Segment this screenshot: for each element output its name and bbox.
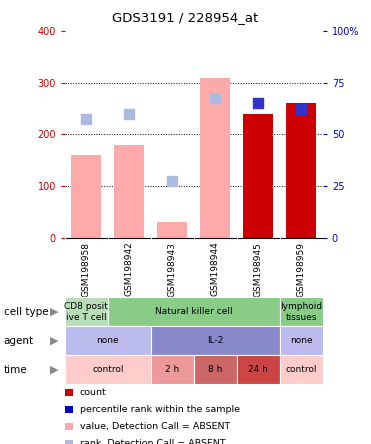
Text: GSM198958: GSM198958: [82, 242, 91, 297]
Point: [83, 115, 89, 123]
Text: value, Detection Call = ABSENT: value, Detection Call = ABSENT: [80, 422, 230, 431]
Text: rank, Detection Call = ABSENT: rank, Detection Call = ABSENT: [80, 439, 226, 444]
Text: time: time: [4, 365, 27, 375]
Text: ▶: ▶: [50, 336, 58, 346]
Text: GSM198943: GSM198943: [168, 242, 177, 297]
Text: GSM198959: GSM198959: [297, 242, 306, 297]
Text: agent: agent: [4, 336, 34, 346]
Bar: [286, 103, 316, 238]
Text: Natural killer cell: Natural killer cell: [155, 307, 233, 317]
Text: none: none: [96, 336, 119, 345]
Text: ▶: ▶: [50, 365, 58, 375]
Text: GSM198945: GSM198945: [254, 242, 263, 297]
Text: IL-2: IL-2: [207, 336, 223, 345]
Text: GDS3191 / 228954_at: GDS3191 / 228954_at: [112, 11, 259, 24]
Bar: [200, 78, 230, 238]
Text: 2 h: 2 h: [165, 365, 180, 374]
Bar: [71, 155, 101, 238]
Point: [255, 100, 261, 107]
Text: cell type: cell type: [4, 307, 48, 317]
Text: 8 h: 8 h: [208, 365, 223, 374]
Text: percentile rank within the sample: percentile rank within the sample: [80, 405, 240, 414]
Point: [298, 105, 304, 112]
Text: none: none: [290, 336, 313, 345]
Text: count: count: [80, 388, 106, 397]
Bar: [114, 145, 144, 238]
Text: control: control: [286, 365, 317, 374]
Point: [127, 110, 132, 117]
Text: 24 h: 24 h: [248, 365, 268, 374]
Bar: [243, 114, 273, 238]
Text: lymphoid
tissues: lymphoid tissues: [280, 302, 322, 321]
Text: CD8 posit
ive T cell: CD8 posit ive T cell: [65, 302, 108, 321]
Text: control: control: [92, 365, 124, 374]
Text: GSM198942: GSM198942: [125, 242, 134, 297]
Text: ▶: ▶: [50, 307, 58, 317]
Point: [170, 177, 175, 184]
Bar: [157, 222, 187, 238]
Point: [212, 95, 218, 102]
Text: GSM198944: GSM198944: [211, 242, 220, 297]
